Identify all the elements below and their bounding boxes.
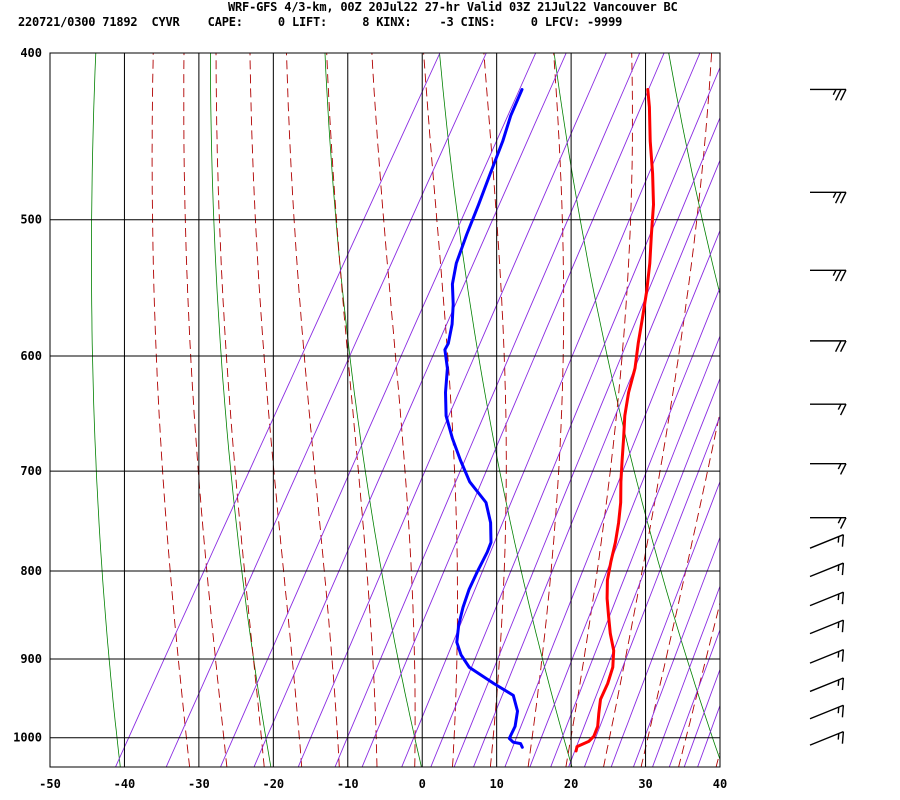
station-indices-line: 220721/0300 71892 CYVR CAPE: 0 LIFT: 8 K… — [18, 15, 623, 29]
x-tick-label: 40 — [713, 777, 727, 791]
y-tick-label: 1000 — [13, 731, 42, 745]
chart-grid — [49, 52, 721, 768]
x-tick-label: -50 — [39, 777, 61, 791]
plot-frame — [49, 52, 721, 768]
x-tick-label: 20 — [564, 777, 578, 791]
moist-adiabat — [565, 53, 633, 767]
mixing-ratio-line — [334, 53, 641, 767]
moist-adiabat — [678, 601, 720, 767]
moist-adiabat — [183, 53, 228, 767]
mixing-ratio-line — [652, 584, 720, 767]
dry-adiabat — [91, 53, 121, 767]
wind-barb — [809, 730, 845, 746]
y-tick-label: 400 — [20, 46, 42, 60]
wind-barb — [809, 619, 845, 635]
moist-adiabat — [483, 53, 507, 767]
moist-adiabat — [286, 53, 340, 767]
mixing-ratio-line — [401, 53, 701, 767]
temperature-profile — [574, 88, 655, 753]
dewpoint-profile — [443, 88, 524, 749]
wind-barbs — [809, 88, 847, 746]
mixing-ratio-line — [583, 414, 720, 767]
moist-adiabat — [640, 410, 720, 767]
moist-adiabat — [527, 53, 565, 767]
moist-adiabat — [603, 53, 713, 767]
mixing-ratio-line — [430, 66, 720, 767]
dry-adiabat — [439, 53, 573, 767]
moist-adiabat — [371, 53, 416, 767]
wind-barb — [809, 534, 845, 549]
mixing-ratio-line — [253, 53, 567, 767]
mixing-ratio-line — [361, 53, 665, 767]
mixing-ratio-line — [529, 286, 720, 767]
mixing-ratio-line — [504, 229, 720, 767]
x-tick-label: -40 — [114, 777, 136, 791]
mixing-ratio-line — [473, 159, 720, 767]
wind-barb — [809, 704, 845, 720]
chart-title: WRF-GFS 4/3-km, 00Z 20Jul22 27-hr Valid … — [228, 0, 678, 14]
mixing-ratio-line — [683, 668, 720, 767]
mixing-ratio-line — [220, 53, 537, 767]
wind-barb — [809, 562, 845, 578]
wind-barb — [810, 403, 847, 416]
x-tick-label: 0 — [419, 777, 426, 791]
mixing-ratio-line — [453, 116, 720, 767]
wind-barb — [809, 591, 845, 607]
moist-adiabat — [423, 53, 458, 767]
mixing-ratio-line — [297, 53, 607, 767]
y-tick-label: 500 — [20, 213, 42, 227]
moist-adiabat — [215, 53, 265, 767]
axis-ticks: -50 -40 -30 -20 -10 0 10 20 30 40 400 500 600 700 800 9… — [13, 46, 727, 791]
moist-adiabat — [151, 53, 191, 767]
x-tick-label: -30 — [188, 777, 210, 791]
x-tick-label: 30 — [638, 777, 652, 791]
x-tick-label: -10 — [337, 777, 359, 791]
moist-adiabat — [249, 53, 303, 767]
y-tick-label: 900 — [20, 652, 42, 666]
wind-barb — [810, 517, 847, 529]
dry-adiabat — [209, 53, 272, 767]
mixing-ratio-line — [550, 334, 720, 767]
wind-barb — [810, 269, 847, 282]
mixing-ratio-line — [668, 628, 720, 767]
wind-barb — [809, 648, 845, 664]
wind-barb — [810, 191, 847, 204]
mixing-ratio-line — [568, 377, 720, 767]
sounding-profiles — [443, 88, 655, 753]
y-tick-label: 800 — [20, 564, 42, 578]
dry-adiabat — [553, 53, 720, 761]
x-tick-label: -20 — [262, 777, 284, 791]
y-tick-label: 600 — [20, 349, 42, 363]
background-lines — [91, 0, 900, 781]
wind-barb — [810, 340, 847, 352]
dry-adiabat — [324, 53, 422, 767]
dry-adiabat — [767, 0, 900, 781]
x-tick-label: 10 — [489, 777, 503, 791]
mixing-ratio-line — [697, 704, 720, 767]
dry-adiabat — [668, 53, 720, 296]
moist-adiabat — [715, 750, 720, 767]
mixing-ratio-line — [115, 53, 441, 767]
dry-adiabat — [878, 0, 900, 781]
mixing-ratio-line — [610, 480, 720, 767]
moist-adiabat — [326, 53, 378, 767]
wind-barb — [810, 88, 847, 101]
wind-barb — [809, 677, 845, 693]
wind-barb — [810, 462, 847, 475]
mixing-ratio-line — [632, 536, 720, 767]
y-tick-label: 700 — [20, 464, 42, 478]
